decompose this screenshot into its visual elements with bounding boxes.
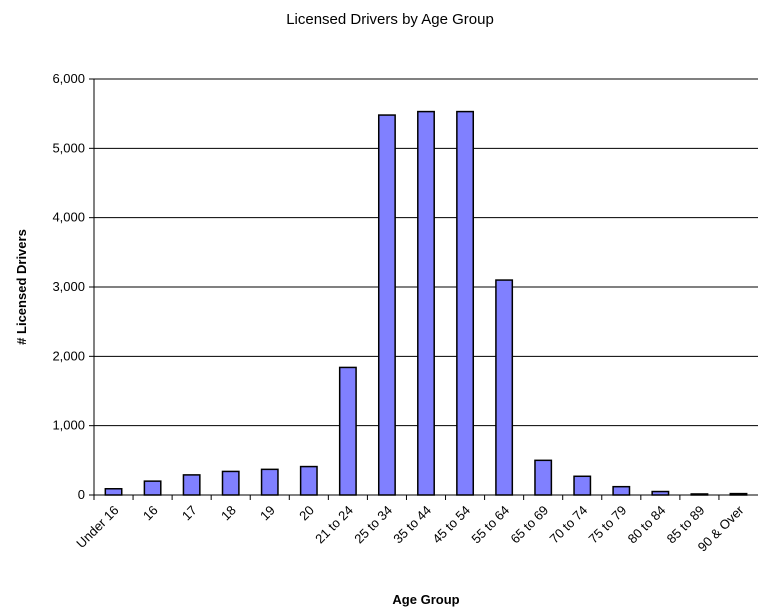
bar: [338, 366, 357, 496]
x-tick-label: 75 to 79: [586, 503, 630, 547]
y-tick-label: 0: [78, 487, 85, 502]
x-tick-label: 70 to 74: [547, 503, 591, 547]
x-tick-label: 18: [218, 503, 239, 524]
x-tick-label: 55 to 64: [468, 503, 512, 547]
y-axis-title: # Licensed Drivers: [14, 229, 29, 345]
x-tick-label: 16: [140, 503, 161, 524]
x-tick-label: 25 to 34: [351, 503, 395, 547]
bars: [104, 110, 748, 496]
bar: [417, 110, 435, 496]
y-tick-label: 3,000: [52, 279, 85, 294]
y-tick-label: 4,000: [52, 210, 85, 225]
x-tick-label: 65 to 69: [507, 503, 551, 547]
bar: [534, 459, 553, 496]
bar: [495, 279, 514, 496]
x-tick-label: 21 to 24: [312, 503, 356, 547]
bar: [299, 465, 318, 496]
y-tick-label: 6,000: [52, 71, 85, 86]
x-tick-label: 20: [296, 503, 317, 524]
bar: [612, 485, 631, 496]
bar: [260, 468, 279, 496]
bar: [182, 474, 201, 496]
y-tick-label: 5,000: [52, 140, 85, 155]
bar: [221, 470, 240, 496]
y-tick-label: 1,000: [52, 418, 85, 433]
x-axis-title: Age Group: [392, 592, 459, 607]
x-tick-label: Under 16: [73, 503, 121, 551]
bar: [104, 488, 123, 496]
bar: [377, 114, 396, 496]
x-tick-label: 80 to 84: [625, 503, 669, 547]
bar: [456, 110, 475, 496]
x-tick-label: 17: [179, 503, 200, 524]
x-tick-label: 35 to 44: [390, 503, 434, 547]
y-axis-ticks: 0 1,000 2,000 3,000 4,000 5,000 6,000: [52, 71, 94, 502]
bar: [143, 480, 162, 496]
y-tick-label: 2,000: [52, 348, 85, 363]
x-tick-label: 45 to 54: [429, 503, 473, 547]
bar: [573, 475, 592, 496]
chart-title: Licensed Drivers by Age Group: [286, 11, 494, 28]
bar: [651, 490, 670, 496]
x-tick-label: 19: [257, 503, 278, 524]
